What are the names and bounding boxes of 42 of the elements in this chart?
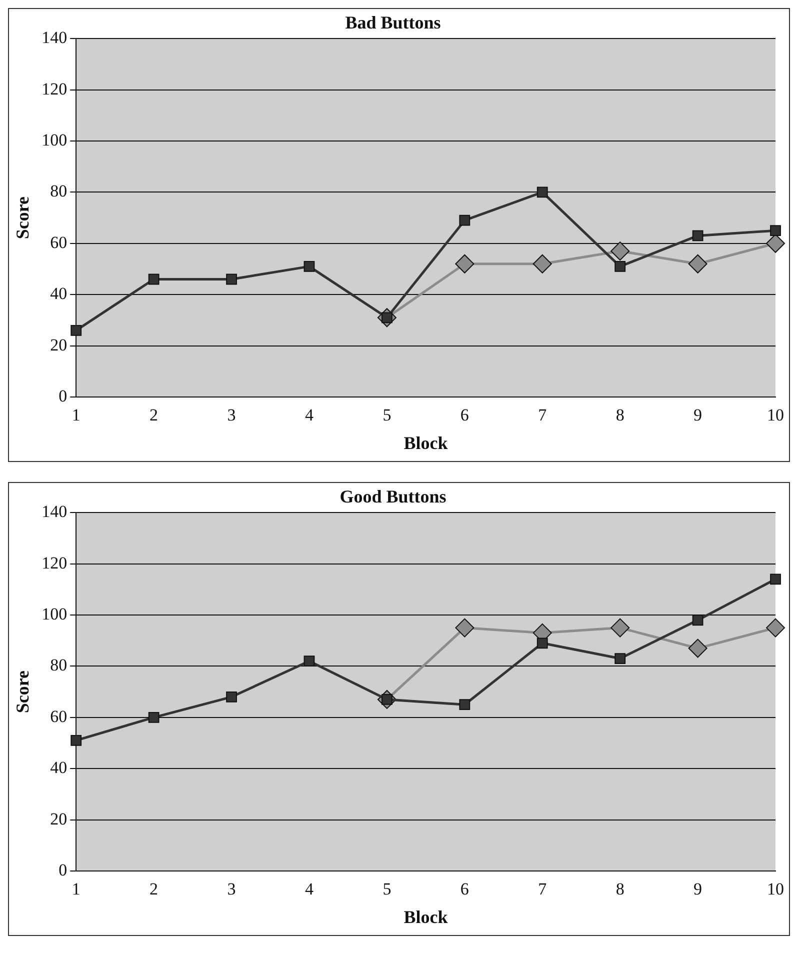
- x-tick-label: 1: [72, 406, 80, 425]
- x-tick-label: 9: [694, 406, 702, 425]
- y-tick-label: 0: [58, 386, 68, 406]
- x-tick-label: 8: [616, 880, 624, 899]
- x-tick-label: 6: [460, 406, 469, 425]
- x-tick-label: 8: [616, 406, 624, 425]
- y-tick-label: 100: [42, 130, 68, 150]
- y-tick-label: 120: [42, 553, 68, 572]
- x-tick-label: 10: [767, 406, 784, 425]
- x-tick-label: 4: [304, 406, 314, 425]
- y-axis-title: Score: [12, 670, 32, 714]
- x-tick-label: 7: [538, 406, 548, 425]
- x-axis-title: Block: [404, 432, 448, 453]
- y-tick-label: 20: [50, 809, 68, 828]
- x-tick-label: 5: [382, 880, 392, 899]
- y-tick-label: 20: [50, 335, 68, 354]
- x-axis-title: Block: [404, 906, 448, 927]
- y-tick-label: 0: [58, 860, 68, 880]
- x-tick-label: 7: [538, 880, 548, 899]
- y-tick-label: 100: [42, 604, 68, 624]
- x-tick-label: 1: [72, 880, 80, 899]
- x-tick-label: 3: [227, 406, 236, 425]
- y-tick-label: 40: [50, 284, 68, 304]
- x-tick-label: 9: [694, 880, 702, 899]
- chart-title: Bad Buttons: [345, 12, 441, 32]
- y-axis-title: Score: [12, 196, 32, 240]
- x-tick-label: 3: [227, 880, 236, 899]
- y-tick-label: 120: [42, 79, 68, 98]
- chart-title: Good Buttons: [340, 486, 446, 506]
- y-tick-label: 60: [50, 232, 68, 252]
- x-tick-label: 5: [382, 406, 392, 425]
- y-tick-label: 140: [42, 502, 68, 522]
- x-tick-label: 6: [460, 880, 469, 899]
- x-tick-label: 2: [150, 406, 158, 425]
- y-tick-label: 40: [50, 758, 68, 778]
- y-tick-label: 140: [42, 28, 68, 48]
- y-tick-label: 60: [50, 706, 68, 726]
- y-tick-label: 80: [50, 656, 68, 675]
- x-tick-label: 2: [150, 880, 158, 899]
- x-tick-label: 4: [304, 880, 314, 899]
- y-tick-label: 80: [50, 182, 68, 201]
- x-tick-label: 10: [767, 880, 784, 899]
